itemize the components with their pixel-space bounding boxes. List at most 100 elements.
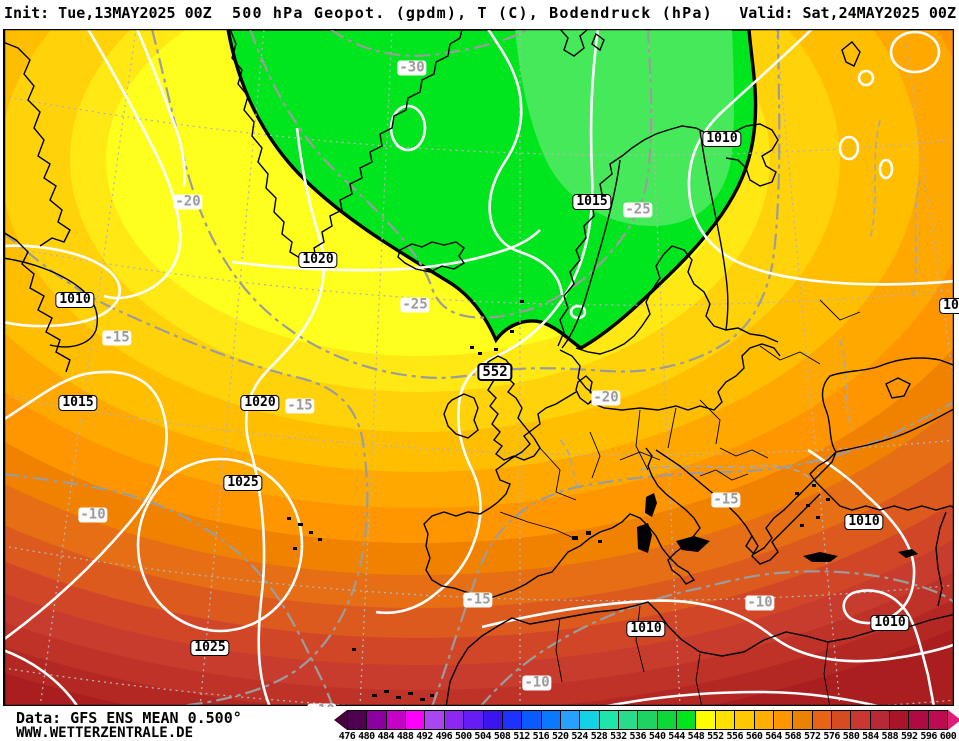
colorbar-tick-label: 568 [784,731,802,741]
colorbar-cell [696,711,716,729]
map-frame [3,29,954,706]
colorbar-cell [619,711,639,729]
temp-contour--10-west [3,472,334,706]
isobar-1010-labrador [3,244,122,328]
colorbar-cell [483,711,503,729]
colorbar-tick-label: 544 [668,731,685,741]
colorbar-cell [348,711,368,729]
colorbar-cell [754,711,774,729]
coast-turkey [809,451,954,511]
colorbar-tick-label: 480 [358,731,375,741]
colorbar-cell [386,711,407,729]
colorbar-tick-label: 536 [629,731,647,741]
colorbar-cell [638,711,658,729]
isobar-1025-azores-high [136,457,304,633]
colorbar-cell [677,711,697,729]
header-bar: Init: Tue,13MAY2025 00Z 500 hPa Geopot. … [0,0,959,28]
colorbar-cell [580,711,600,729]
coast-greenland [229,29,463,267]
temp-contour--30 [329,29,529,57]
colorbar-cell [541,711,561,729]
temp-contour--10-east [479,570,954,706]
colorbar-tick-label: 520 [551,731,569,741]
cold-pool-inner-shade [515,29,734,226]
isobar-1015-scandinavia [375,29,600,615]
geopotential-colorbar [334,710,959,741]
coast-norway [557,123,779,347]
colorbar-tick-label: 596 [920,731,937,741]
colorbar-cell [831,711,852,729]
coast-ireland [443,393,479,439]
colorbar-tick-label: 600 [939,731,957,741]
init-time: Init: Tue,13MAY2025 00Z [4,4,212,22]
colorbar-tick-label: 560 [745,731,763,741]
isobar-1015-west [3,370,168,642]
colorbar-cell [444,711,465,729]
rivers [559,119,921,493]
coast-greece [751,493,821,565]
colorbar-cell [870,711,891,729]
coast-adriatic-balkans [655,449,837,555]
colorbar-cell [793,711,813,729]
colorbar-arrow-left-icon [334,710,347,730]
colorbar-cell [715,711,736,729]
coast-svalbard [559,29,589,57]
colorbar-tick-label: 588 [881,731,899,741]
colorbar-cell [812,711,832,729]
colorbar-tick-label: 572 [804,731,821,741]
temp-contour--25 [248,29,653,319]
colorbar-tick-label: 488 [396,731,414,741]
colorbar-cell [735,711,755,729]
coast-west-europe [423,391,613,599]
isobar-1020-long [244,127,326,706]
colorbar-tick-label: 552 [707,731,724,741]
colorbar-tick-label: 508 [493,731,511,741]
valid-time: Valid: Sat,24MAY2025 00Z [739,4,956,22]
colorbar-cell [367,711,387,729]
pressure-isobars [3,29,954,706]
colorbar-cell [909,711,929,729]
colorbar-tick-label: 592 [900,731,918,741]
colorbar-tick-label: 576 [823,731,840,741]
colorbar-cell [425,711,445,729]
country-borders [499,299,861,706]
coast-levant [935,511,947,607]
colorbar-cell [657,711,678,729]
colorbar-arrow-right-icon [948,710,959,730]
colorbar-tick-label: 556 [726,731,744,741]
colorbar-cell [599,711,620,729]
colorbar-cell [406,711,426,729]
colorbar-tick-label: 492 [416,731,433,741]
colorbar-tick-label: 540 [648,731,666,741]
colorbar-tick-label: 476 [338,731,356,741]
weather-map: 1010 1020 1015 1010 10 1015 1020 1025 1025 1010 10… [0,28,959,728]
weather-map-canvas [3,29,954,706]
isobar-1010-africa [481,599,954,663]
colorbar-tick-label: 564 [765,731,782,741]
colorbar-tick-label: 548 [687,731,705,741]
coast-britain [485,355,541,461]
colorbar-tick-label: 504 [474,731,491,741]
map-title: 500 hPa Geopot. (gpdm), T (C), Bodendruc… [232,4,713,22]
colorbar-cell [522,711,542,729]
colorbar-tick-label: 584 [862,731,879,741]
website: WWW.WETTERZENTRALE.DE [16,725,194,741]
data-source: Data: GFS ENS MEAN 0.500° [16,709,242,727]
temp-contour--15-east [431,400,954,706]
colorbar-cells [347,710,948,730]
colorbar-tick-label: 516 [532,731,550,741]
isobar-1010-northeast [687,29,954,286]
colorbar-tick-label: 524 [571,731,588,741]
coast-italy [611,447,701,585]
colorbar-tick-label: 484 [377,731,395,741]
temp-contour--15-west [3,231,369,706]
isobar-1010-south [601,690,883,706]
colorbar-cell [502,711,523,729]
colorbar-tick-label: 496 [435,731,453,741]
colorbar-tick-label: 500 [455,731,472,741]
coast-blacksea [821,357,954,453]
coast-iceland [397,241,466,273]
colorbar-tick-label: 580 [842,731,860,741]
graticule [3,29,954,706]
islands [287,300,918,701]
